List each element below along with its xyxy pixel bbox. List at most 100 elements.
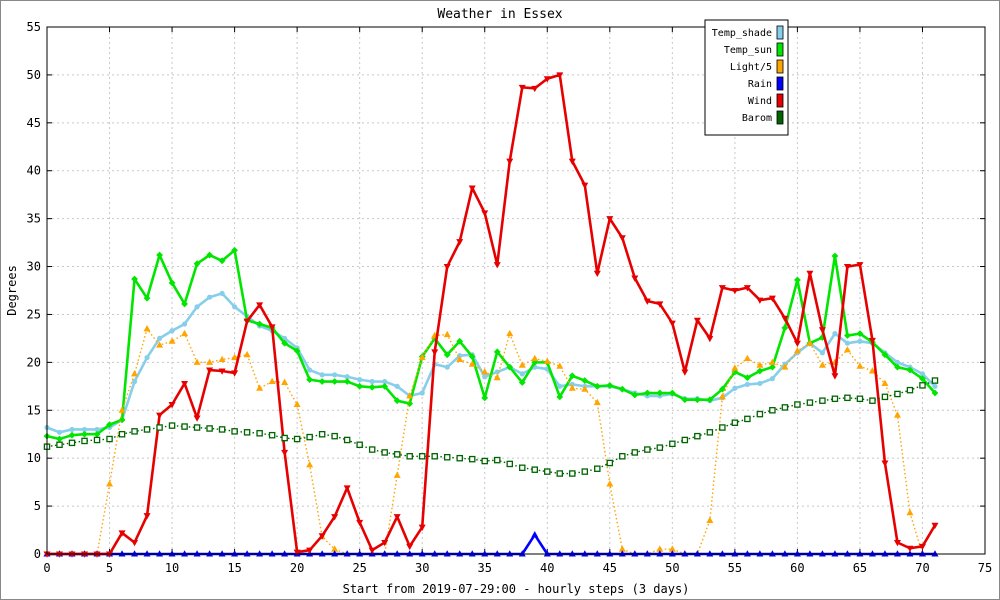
barom-point	[881, 393, 889, 401]
barom-point	[919, 382, 926, 389]
wind-point	[381, 540, 389, 547]
x-tick-label: 70	[915, 561, 929, 575]
light-5-point	[218, 355, 226, 362]
barom-point	[356, 441, 363, 449]
barom-point	[368, 446, 376, 453]
rain-point	[193, 550, 201, 557]
wind-point	[731, 288, 739, 295]
wind-point	[631, 275, 639, 282]
temp-sun-point	[881, 351, 889, 359]
wind-point	[181, 380, 189, 388]
rain-point	[218, 550, 226, 557]
wind-point	[643, 298, 651, 305]
barom-point	[181, 423, 188, 430]
temp-sun-point	[56, 435, 63, 443]
wind-point	[931, 522, 939, 530]
temp-shade-point	[519, 371, 525, 377]
temp-shade-point	[232, 304, 238, 310]
rain-point	[118, 550, 126, 557]
light-5-point	[193, 358, 201, 365]
temp-sun-point	[693, 396, 701, 404]
legend-label-temp-shade: Temp_shade	[712, 28, 772, 39]
rain-point	[393, 550, 401, 557]
light-5-point	[531, 354, 539, 362]
wind-point	[781, 315, 789, 323]
temp-sun-point	[381, 382, 389, 390]
light-5-point	[606, 480, 614, 487]
light-5-point	[293, 400, 301, 408]
wind-point	[218, 368, 226, 375]
axis-ticks: 0 5 10 15 20 25 30 35 40 45 50 55 0 5 10 15 20 25 30 35 40 45…	[27, 20, 993, 575]
x-tick-label: 60	[790, 561, 804, 575]
light-5-point	[143, 325, 151, 332]
x-tick-label: 55	[728, 561, 742, 575]
light-5-point	[281, 378, 289, 385]
barom-point	[619, 453, 626, 460]
rain-point	[818, 550, 826, 557]
temp-sun-point	[668, 389, 676, 397]
temp-sun-point	[456, 337, 464, 345]
wind-point	[831, 373, 839, 380]
temp-sun-point	[743, 374, 751, 382]
legend-label-temp-sun: Temp_sun	[724, 45, 772, 56]
x-tick-label: 50	[665, 561, 679, 575]
rain-point	[468, 550, 476, 557]
barom-point	[681, 436, 689, 444]
rain-point	[281, 550, 289, 557]
light-5-point	[456, 355, 464, 362]
temp-sun-point	[581, 377, 589, 384]
wind-point	[106, 551, 114, 558]
y-tick-label: 45	[27, 116, 41, 130]
temp-sun-point	[906, 366, 914, 374]
rain-point	[443, 550, 451, 557]
legend-label-wind: Wind	[748, 96, 772, 107]
x-tick-label: 5	[106, 561, 113, 575]
temp-sun-point	[368, 383, 376, 391]
light-5-point	[231, 353, 239, 361]
barom-point	[381, 449, 388, 456]
barom-point	[293, 435, 301, 443]
temp-sun-point	[406, 400, 414, 407]
temp-sun-point	[356, 382, 364, 390]
wind-point	[306, 547, 314, 554]
barom-point	[894, 390, 901, 398]
rain-point	[931, 550, 939, 557]
wind-point	[818, 327, 826, 334]
wind-point	[156, 412, 164, 419]
temp-shade-point	[919, 371, 926, 377]
wind-point	[556, 72, 564, 79]
wind-point	[43, 551, 51, 558]
temp-shade-point	[369, 378, 375, 385]
temp-shade-point	[81, 426, 88, 433]
rain-point	[893, 550, 901, 557]
barom-point	[869, 397, 876, 404]
temp-shade-point	[419, 390, 425, 396]
light-5-point	[806, 339, 814, 346]
rain-point	[356, 550, 364, 557]
x-tick-label: 35	[478, 561, 492, 575]
wind-point	[518, 84, 526, 92]
barom-point	[256, 430, 263, 437]
temp-shade-point	[894, 359, 901, 365]
barom-point	[569, 470, 576, 477]
series-rain	[43, 531, 939, 557]
barom-point	[644, 446, 651, 453]
series-temp-sun	[43, 246, 939, 443]
chart-title: Weather in Essex	[437, 7, 562, 22]
barom-point	[306, 433, 313, 441]
light-5-point	[906, 508, 914, 516]
y-tick-label: 5	[34, 499, 41, 513]
wind-point	[368, 547, 376, 554]
light-5-point	[706, 516, 714, 523]
series-layer	[43, 72, 939, 558]
temp-shade-point	[357, 377, 363, 383]
light-5-point	[818, 361, 826, 368]
temp-shade-point	[819, 350, 826, 356]
barom-point	[531, 466, 539, 473]
temp-sun-point	[343, 378, 351, 385]
x-axis-label: Start from 2019-07-29:00 - hourly steps …	[343, 582, 690, 596]
temp-shade-point	[307, 367, 313, 373]
x-tick-label: 25	[352, 561, 366, 575]
light-5-point	[268, 377, 276, 385]
